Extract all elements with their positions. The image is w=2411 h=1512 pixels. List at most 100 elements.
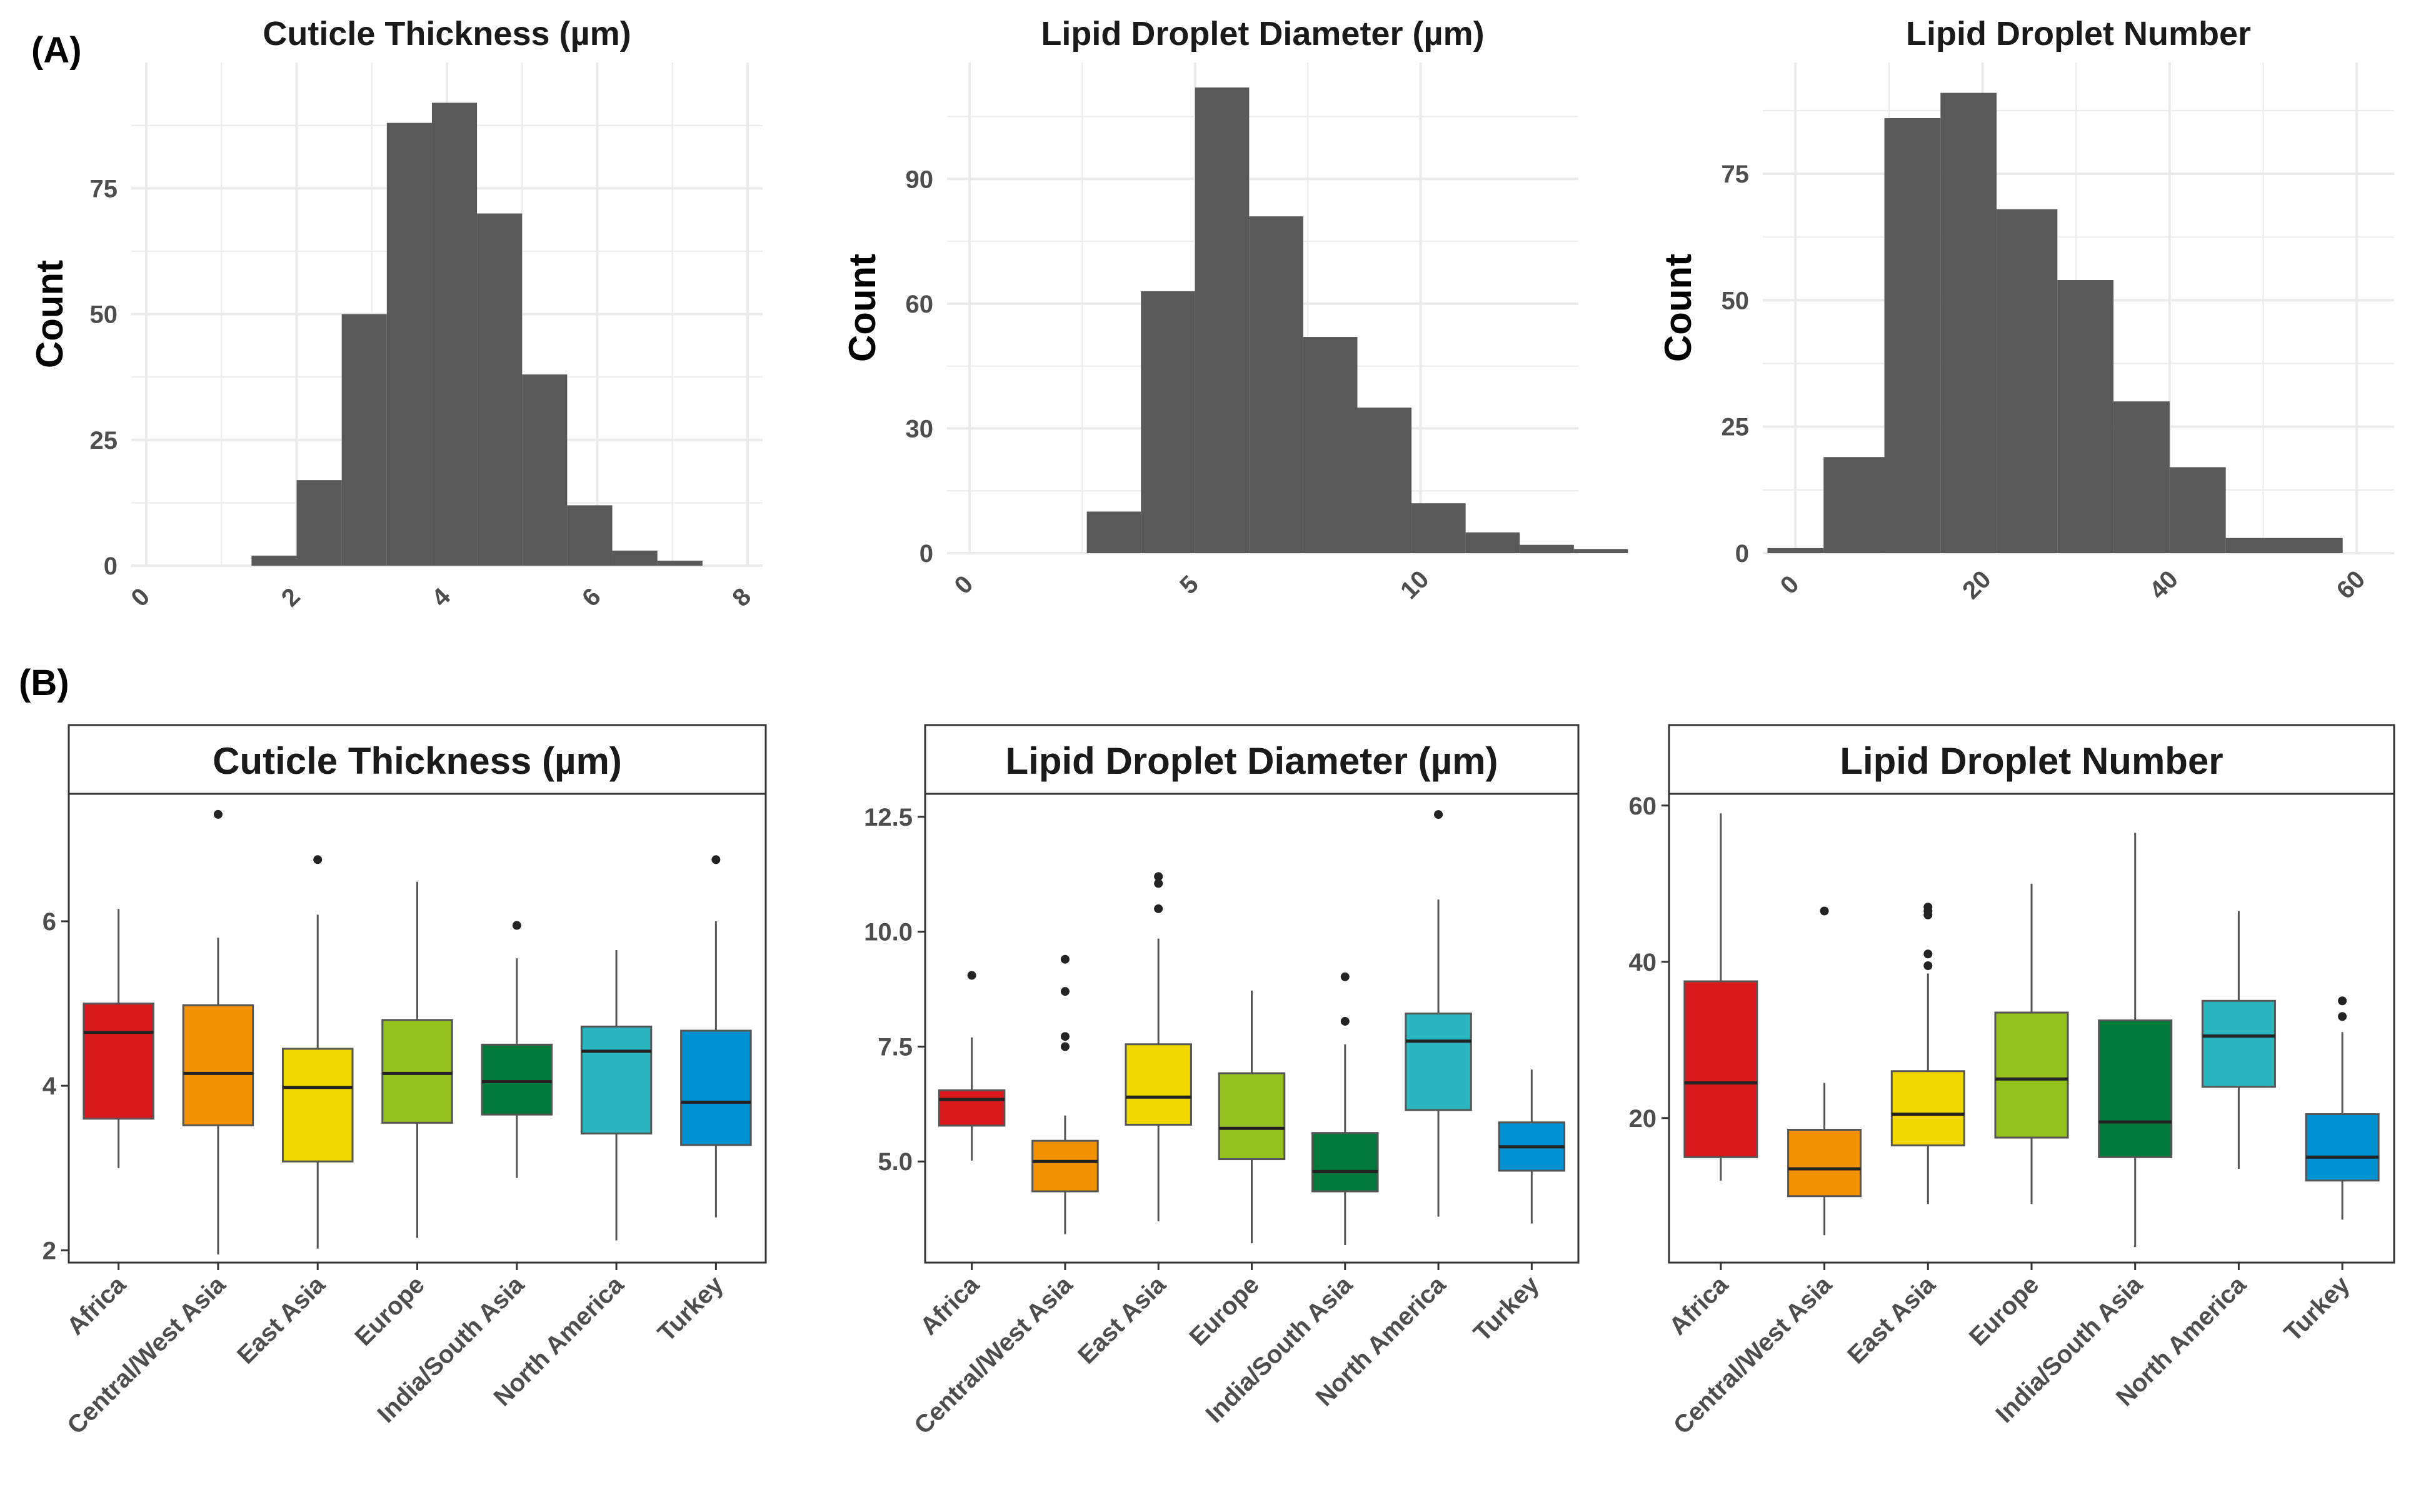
- y-axis-label: Count: [841, 254, 883, 362]
- box-africa: [83, 1003, 154, 1120]
- histogram-bar: [431, 103, 478, 566]
- histogram-bar: [386, 123, 432, 566]
- chart-title: Lipid Droplet Diameter (µm): [1006, 740, 1498, 782]
- histogram-bar: [1465, 532, 1520, 553]
- box-india-south-asia: [1311, 1132, 1379, 1193]
- outlier-point: [1434, 810, 1443, 819]
- panel-label-a: (A): [31, 30, 82, 71]
- box-central-west-asia: [1031, 1139, 1099, 1193]
- box-east-asia: [281, 1048, 354, 1163]
- histogram-bar: [1141, 291, 1195, 553]
- outlier-point: [1820, 906, 1829, 916]
- strip-header: [68, 724, 767, 795]
- y-tick-label: 0: [920, 540, 933, 568]
- outlier-point: [1923, 949, 1933, 959]
- histogram-bar: [1767, 548, 1824, 553]
- y-axis-label: Count: [1657, 254, 1699, 362]
- y-tick-label: 4: [43, 1073, 57, 1100]
- outlier-point: [1154, 872, 1163, 881]
- panel-label-b: (B): [19, 663, 69, 703]
- outlier-point: [711, 855, 721, 864]
- histogram-bar: [1823, 457, 1885, 553]
- histogram-bar: [296, 480, 342, 566]
- y-tick-label: 5.0: [878, 1148, 913, 1176]
- outlier-point: [1154, 904, 1163, 913]
- chart-title: Lipid Droplet Diameter (µm): [1041, 15, 1484, 53]
- y-tick-label: 12.5: [864, 804, 913, 831]
- boxplot-lipid-droplet-number: Lipid Droplet Number204060AfricaCentral/…: [1629, 724, 2395, 1439]
- outlier-point: [1340, 972, 1350, 981]
- box-india-south-asia: [481, 1043, 553, 1116]
- chart-title: Cuticle Thickness (µm): [213, 740, 622, 782]
- outlier-point: [512, 921, 521, 930]
- y-tick-label: 50: [90, 301, 118, 329]
- box-east-asia: [1125, 1043, 1192, 1126]
- histogram-bar: [1303, 337, 1358, 553]
- box-europe: [381, 1019, 453, 1124]
- box-central-west-asia: [182, 1004, 254, 1126]
- y-tick-label: 0: [104, 553, 118, 580]
- strip-header: [924, 724, 1580, 795]
- outlier-point: [967, 971, 976, 980]
- box-turkey: [680, 1029, 752, 1146]
- y-tick-label: 20: [1629, 1105, 1657, 1133]
- y-tick-label: 25: [1722, 414, 1750, 441]
- histogram-bar: [1940, 93, 1997, 553]
- outlier-point: [2338, 996, 2347, 1006]
- y-tick-label: 2: [43, 1237, 56, 1264]
- histogram-bar: [1573, 549, 1628, 553]
- histogram-bar: [657, 560, 703, 566]
- histogram-bar: [1357, 408, 1412, 553]
- histogram-bar: [2225, 538, 2343, 553]
- outlier-point: [1060, 1042, 1070, 1051]
- box-north-america: [580, 1025, 653, 1134]
- histogram-bar: [522, 374, 568, 566]
- y-axis-label: Count: [29, 260, 71, 368]
- chart-title: Lipid Droplet Number: [1906, 15, 2251, 53]
- strip-header: [1668, 724, 2395, 795]
- histogram-bar: [1086, 511, 1141, 553]
- y-tick-label: 10.0: [864, 919, 913, 946]
- outlier-point: [2338, 1012, 2347, 1021]
- chart-title: Cuticle Thickness (µm): [263, 15, 631, 53]
- y-tick-label: 75: [1722, 161, 1750, 188]
- outlier-point: [1060, 987, 1070, 996]
- y-tick-label: 25: [90, 427, 118, 454]
- histogram-bar: [612, 550, 658, 566]
- y-tick-label: 90: [906, 166, 934, 193]
- histogram-bar: [1520, 544, 1574, 553]
- histogram-bar: [341, 314, 387, 566]
- y-tick-label: 40: [1629, 949, 1657, 976]
- histogram-bar: [1195, 87, 1250, 553]
- histogram-bar: [1249, 216, 1303, 554]
- y-tick-label: 60: [1629, 793, 1657, 820]
- outlier-point: [1154, 879, 1163, 888]
- outlier-point: [1060, 954, 1070, 964]
- y-tick-label: 60: [906, 291, 934, 318]
- histogram-bar: [2169, 467, 2226, 553]
- y-tick-label: 30: [906, 415, 934, 443]
- box-north-america: [2201, 999, 2276, 1088]
- chart-title: Lipid Droplet Number: [1840, 740, 2223, 782]
- histogram-bar: [1884, 118, 1941, 553]
- outlier-point: [313, 855, 323, 864]
- histogram-bar: [251, 555, 297, 566]
- outlier-point: [1923, 961, 1933, 970]
- box-central-west-asia: [1787, 1129, 1862, 1198]
- y-tick-label: 0: [1735, 540, 1749, 568]
- outlier-point: [1923, 903, 1933, 912]
- histogram-bar: [567, 505, 613, 566]
- outlier-point: [1340, 1016, 1350, 1026]
- box-turkey: [2305, 1113, 2380, 1182]
- y-tick-label: 75: [90, 175, 118, 203]
- box-europe: [1994, 1011, 2069, 1139]
- box-north-america: [1405, 1012, 1472, 1111]
- outlier-point: [1060, 1032, 1070, 1041]
- histogram-bar: [2113, 401, 2170, 553]
- histogram-bar: [477, 213, 523, 566]
- box-india-south-asia: [2098, 1019, 2173, 1158]
